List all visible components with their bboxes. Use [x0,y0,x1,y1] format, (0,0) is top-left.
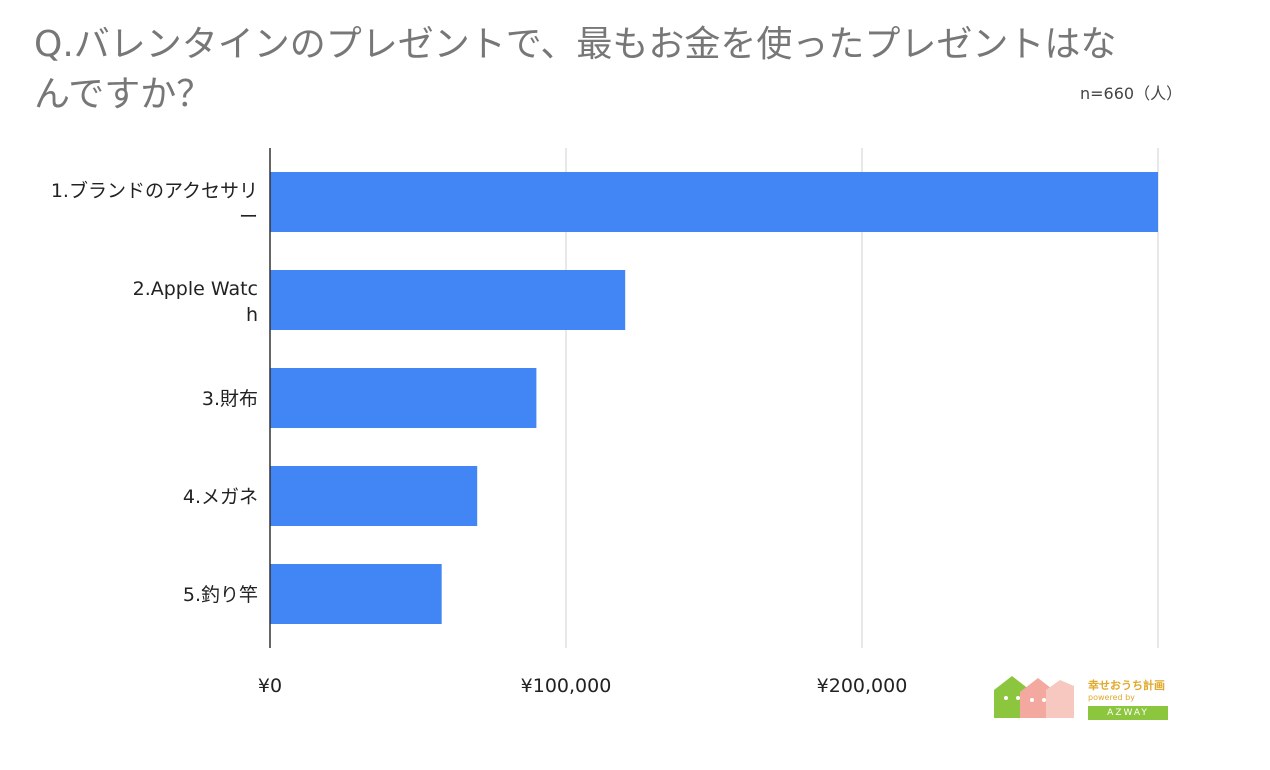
logo-houses-icon [994,676,1074,718]
category-label: 5.釣り竿 [183,584,258,606]
chart-title: Q.バレンタインのプレゼントで、最もお金を使ったプレゼントはなんですか？ [34,24,1117,115]
x-tick-label: ¥100,000 [521,675,612,697]
sample-size-note: n=660（人） [1080,84,1183,103]
category-label: 1.ブランドのアクセサリー [51,179,258,228]
bar [270,466,478,526]
category-label: 4.メガネ [183,486,258,508]
bar [270,368,537,428]
x-tick-label: ¥200,000 [817,675,908,697]
bar [270,270,626,330]
bar [270,172,1158,232]
logo-sub: powered by [1088,693,1135,702]
logo-name: 幸せおうち計画 [1088,679,1165,692]
bar [270,564,442,624]
category-label: 2.Apple Watc h [133,278,258,326]
logo-brand: AZWAY [1088,706,1168,720]
category-label: 3.財布 [202,388,258,410]
x-tick-label: ¥0 [258,675,282,697]
